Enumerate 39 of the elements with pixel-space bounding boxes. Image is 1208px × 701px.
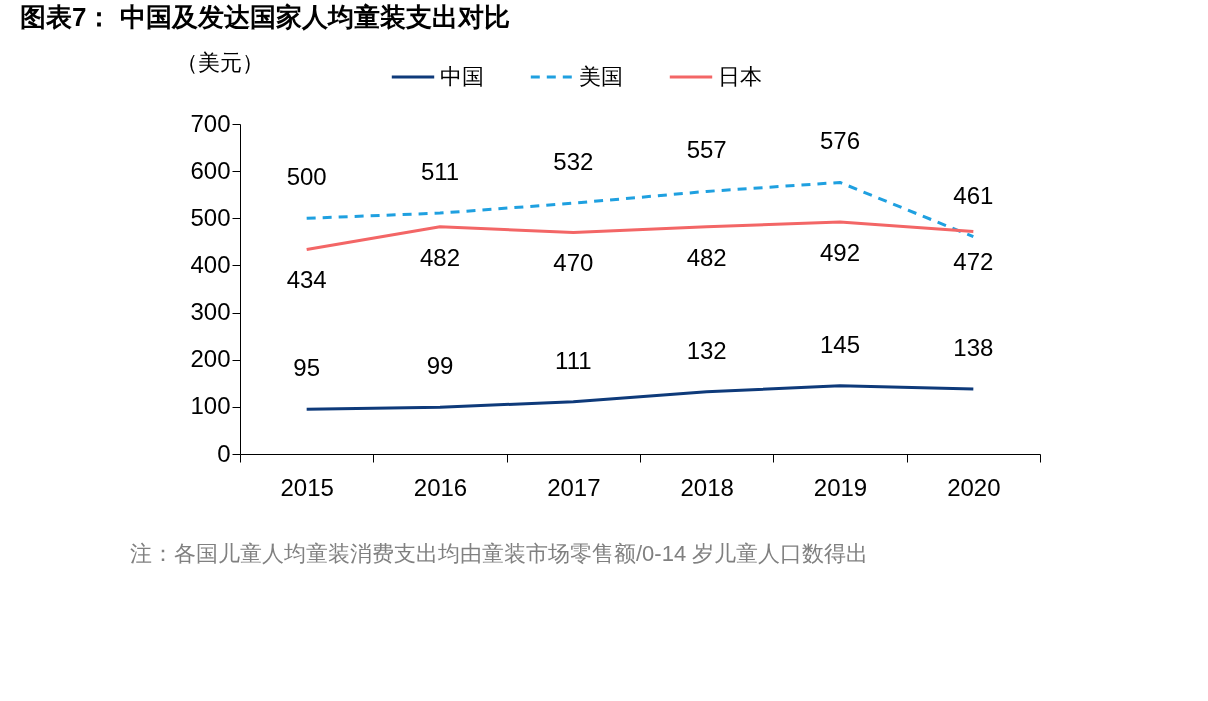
- data-label: 95: [293, 354, 321, 382]
- x-tick-label: 2016: [413, 473, 468, 501]
- data-label: 576: [819, 127, 861, 155]
- y-tick-label: 100: [190, 392, 231, 420]
- data-label: 138: [953, 333, 994, 361]
- data-label: 472: [953, 248, 994, 276]
- line-series: [305, 384, 975, 411]
- y-tick-label: 500: [190, 203, 231, 231]
- x-tick-label: 2018: [680, 473, 734, 501]
- y-axis-title: （美元）: [175, 49, 264, 75]
- y-tick-label: 200: [190, 345, 231, 373]
- legend-label: 日本: [718, 64, 762, 89]
- y-tick-label: 600: [190, 156, 231, 184]
- data-label: 461: [953, 181, 994, 209]
- data-label: 557: [686, 136, 727, 164]
- x-tick-label: 2017: [547, 473, 601, 501]
- x-tick-label: 2015: [280, 473, 334, 501]
- data-label: 532: [553, 148, 594, 176]
- data-label: 132: [686, 336, 727, 364]
- x-tick-label: 2020: [947, 473, 1001, 501]
- data-label: 492: [819, 239, 861, 267]
- data-label: 145: [819, 330, 861, 358]
- legend-label: 美国: [579, 64, 623, 89]
- data-label: 482: [419, 243, 461, 271]
- y-tick-label: 300: [190, 298, 231, 326]
- data-label: 434: [286, 266, 327, 294]
- data-label: 482: [686, 243, 727, 271]
- data-label: 99: [426, 352, 454, 380]
- data-label: 511: [420, 158, 460, 186]
- y-tick-label: 0: [217, 439, 231, 467]
- y-tick-label: 400: [190, 250, 231, 278]
- text: 注：各国儿童人均童装消费支出均由童装市场零售额/0-14 岁儿童人口数得出: [130, 541, 869, 566]
- data-label: 500: [286, 163, 327, 191]
- y-tick-label: 700: [190, 109, 231, 137]
- chart-title: 图表7： 中国及发达国家人均童装支出对比: [20, 2, 510, 32]
- x-tick-label: 2019: [813, 473, 868, 501]
- legend-label: 中国: [440, 64, 484, 89]
- data-label: 111: [555, 346, 592, 374]
- data-label: 470: [553, 249, 594, 277]
